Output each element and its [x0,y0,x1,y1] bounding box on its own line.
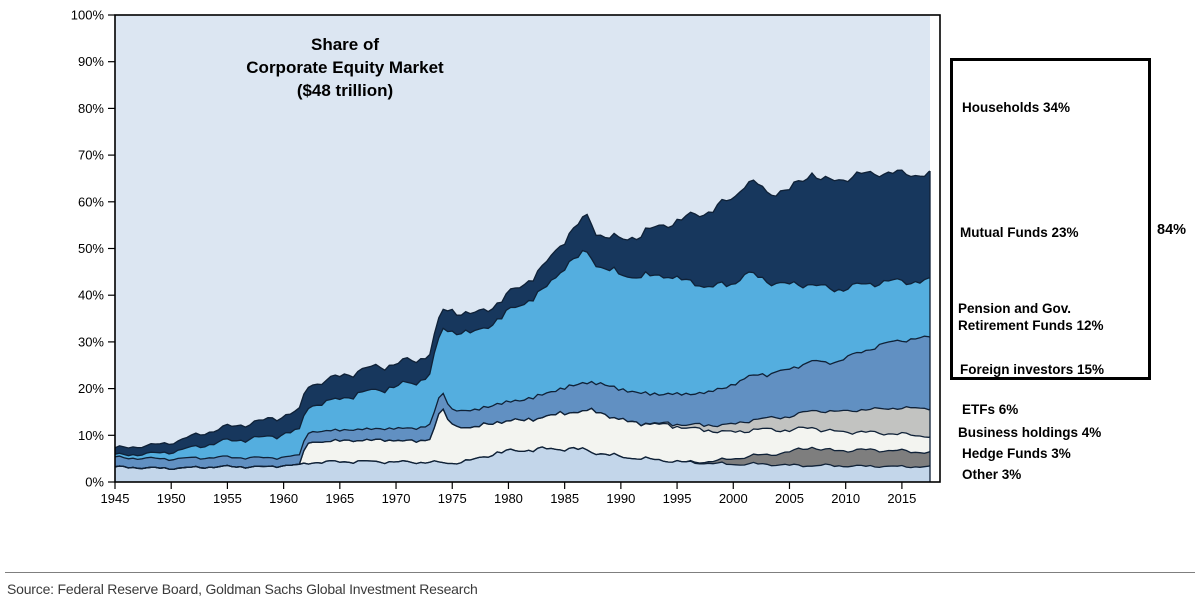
legend-label-foreign-investors: Foreign investors 15% [960,362,1105,377]
x-tick-label: 1985 [550,491,579,506]
legend-box [950,58,1151,380]
y-tick-label: 90% [78,54,104,69]
y-tick-label: 40% [78,288,104,303]
x-tick-label: 1960 [269,491,298,506]
y-tick-label: 20% [78,381,104,396]
source-text: Source: Federal Reserve Board, Goldman S… [7,581,478,597]
band-other [115,446,930,482]
chart-title: Share of Corporate Equity Market ($48 tr… [190,33,500,102]
band-outline [114,335,931,462]
y-tick-label: 10% [78,428,104,443]
legend-total-84: 84% [1157,222,1187,238]
legend-label-pension-line1: Pension and Gov. [958,301,1072,316]
y-tick-label: 30% [78,334,104,349]
x-tick-label: 2005 [775,491,804,506]
band-outline [114,249,931,457]
x-tick-label: 1950 [157,491,186,506]
legend-label-business-holdings: Business holdings 4% [958,425,1102,440]
y-tick-label: 80% [78,101,104,116]
x-tick-label: 2000 [719,491,748,506]
x-tick-label: 1945 [101,491,130,506]
y-tick-label: 100% [71,8,105,23]
x-tick-label: 1965 [325,491,354,506]
x-tick-label: 1970 [382,491,411,506]
chart-title-line2: Corporate Equity Market [246,58,444,77]
x-tick-label: 1995 [663,491,692,506]
band-outline [114,169,931,449]
legend-label-pension-line2: Retirement Funds 12% [958,318,1104,333]
legend-label-pension: Pension and Gov. Retirement Funds 12% [958,300,1104,334]
x-tick-label: 2015 [887,491,916,506]
x-tick-label: 2010 [831,491,860,506]
legend-label-mutual-funds: Mutual Funds 23% [960,225,1079,240]
legend-label-households: Households 34% [962,100,1071,115]
y-tick-label: 60% [78,194,104,209]
source-divider [5,572,1195,573]
chart-title-line3: ($48 trillion) [296,81,394,100]
band-outline [114,406,931,471]
y-tick-label: 50% [78,241,104,256]
x-tick-label: 1980 [494,491,523,506]
legend-label-other: Other 3% [962,467,1022,482]
x-tick-label: 1955 [213,491,242,506]
chart-title-line1: Share of [310,35,380,54]
x-tick-label: 1990 [606,491,635,506]
legend-label-etfs: ETFs 6% [962,402,1019,417]
y-tick-label: 70% [78,148,104,163]
y-tick-label: 0% [85,475,104,490]
legend-label-hedge-funds: Hedge Funds 3% [962,446,1071,461]
x-tick-label: 1975 [438,491,467,506]
